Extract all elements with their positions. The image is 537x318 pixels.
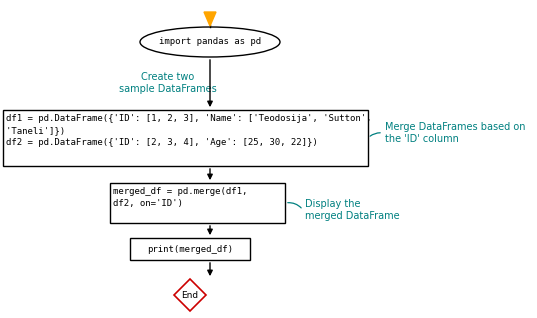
Text: print(merged_df): print(merged_df) [147, 245, 233, 253]
Bar [130, 238, 250, 260]
Polygon shape [174, 279, 206, 311]
Polygon shape [204, 12, 216, 26]
Bar [110, 183, 285, 223]
Text: End: End [182, 291, 199, 300]
Text: merged_df = pd.merge(df1,
df2, on='ID'): merged_df = pd.merge(df1, df2, on='ID') [113, 187, 248, 208]
Text: Merge DataFrames based on
the 'ID' column: Merge DataFrames based on the 'ID' colum… [385, 122, 526, 144]
Ellipse shape [140, 27, 280, 57]
Text: import pandas as pd: import pandas as pd [159, 38, 261, 46]
Text: Display the
merged DataFrame: Display the merged DataFrame [305, 199, 400, 221]
Text: Create two
sample DataFrames: Create two sample DataFrames [119, 72, 217, 94]
Bar [3, 110, 368, 166]
Text: df1 = pd.DataFrame({'ID': [1, 2, 3], 'Name': ['Teodosija', 'Sutton',
'Taneli']}): df1 = pd.DataFrame({'ID': [1, 2, 3], 'Na… [6, 114, 372, 147]
